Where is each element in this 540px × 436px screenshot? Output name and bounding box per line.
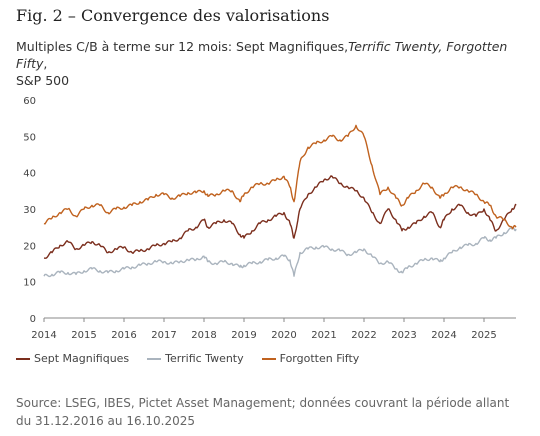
y-tick-label: 10 bbox=[23, 278, 36, 289]
legend-label-terrific-twenty: Terrific Twenty bbox=[165, 352, 244, 365]
x-tick-label: 2016 bbox=[111, 330, 136, 341]
legend-item-terrific-twenty: Terrific Twenty bbox=[147, 352, 244, 365]
y-tick-label: 20 bbox=[23, 241, 36, 252]
subtitle-line2: S&P 500 bbox=[16, 73, 70, 88]
legend-label-sept-magnifiques: Sept Magnifiques bbox=[34, 352, 130, 365]
x-tick-label: 2021 bbox=[311, 330, 336, 341]
y-tick-label: 40 bbox=[23, 169, 36, 180]
x-tick-label: 2022 bbox=[351, 330, 376, 341]
chart-legend: Sept Magnifiques Terrific Twenty Forgott… bbox=[16, 352, 359, 365]
x-tick-label: 2020 bbox=[271, 330, 296, 341]
series-line-terrific-twenty bbox=[43, 226, 517, 278]
chart-subtitle: Multiples C/B à terme sur 12 mois: Sept … bbox=[16, 38, 526, 89]
y-tick-label: 0 bbox=[30, 314, 36, 325]
subtitle-part3: , bbox=[43, 56, 48, 71]
source-note: Source: LSEG, IBES, Pictet Asset Managem… bbox=[16, 396, 510, 428]
x-tick-label: 2023 bbox=[391, 330, 416, 341]
x-tick-label: 2015 bbox=[71, 330, 96, 341]
chart-title: Fig. 2 – Convergence des valorisations bbox=[16, 6, 330, 25]
legend-swatch-sept-magnifiques bbox=[16, 357, 30, 360]
x-tick-label: 2018 bbox=[191, 330, 216, 341]
x-tick-label: 2024 bbox=[431, 330, 456, 341]
subtitle-part2: Terrific Twenty, Forgotten Fifty bbox=[16, 39, 508, 71]
line-chart: 0 10 20 30 40 50 60 2014 2015 2016 2017 2018 2019 202… bbox=[23, 96, 517, 341]
legend-swatch-terrific-twenty bbox=[147, 357, 162, 360]
legend-label-forgotten-fifty: Forgotten Fifty bbox=[279, 352, 360, 365]
x-tick-label: 2017 bbox=[151, 330, 176, 341]
legend-item-forgotten-fifty: Forgotten Fifty bbox=[261, 352, 360, 365]
y-tick-label: 50 bbox=[23, 132, 36, 143]
x-tick-label: 2014 bbox=[31, 330, 56, 341]
y-tick-label: 60 bbox=[23, 96, 36, 107]
y-tick-label: 30 bbox=[23, 205, 36, 216]
x-tick-label: 2025 bbox=[471, 330, 496, 341]
subtitle-part1: Multiples C/B à terme sur 12 mois: Sept … bbox=[16, 39, 349, 54]
x-tick-label: 2019 bbox=[231, 330, 256, 341]
legend-swatch-forgotten-fifty bbox=[261, 357, 276, 360]
legend-item-sept-magnifiques: Sept Magnifiques bbox=[16, 352, 129, 365]
series-line-sept-magnifiques bbox=[43, 175, 517, 259]
series-line-forgotten-fifty bbox=[43, 124, 517, 230]
